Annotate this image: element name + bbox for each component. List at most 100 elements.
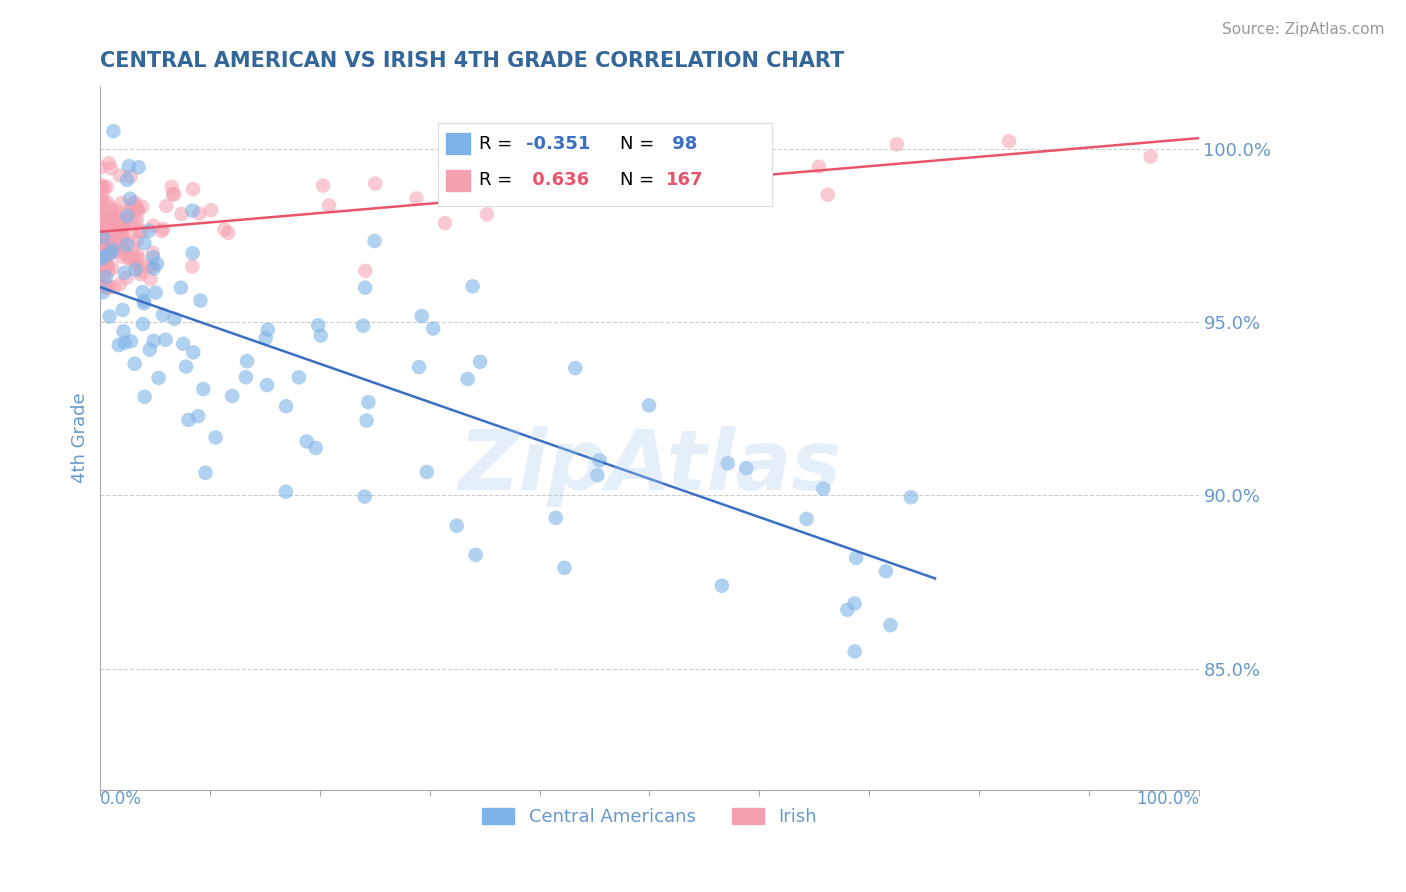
Point: [120, 169, 142, 184]
Point: [104, 229, 127, 244]
Point: [98, 245, 121, 260]
Point: [91, 248, 114, 262]
Point: [103, 280, 125, 294]
Point: [163, 187, 186, 202]
FancyBboxPatch shape: [437, 123, 772, 206]
Point: [879, 618, 901, 632]
Point: [124, 256, 146, 270]
Point: [998, 134, 1021, 148]
Text: ZipAtlas: ZipAtlas: [458, 425, 841, 507]
Text: 98: 98: [666, 135, 697, 153]
Point: [89, 161, 111, 175]
Point: [688, 188, 710, 202]
Point: [94, 244, 117, 259]
Point: [98, 200, 121, 214]
Point: [101, 230, 124, 244]
Point: [125, 247, 148, 261]
Text: -0.351: -0.351: [526, 135, 591, 153]
Point: [875, 564, 897, 578]
Point: [434, 149, 457, 163]
Point: [107, 338, 129, 352]
Point: [93, 229, 115, 244]
Point: [90, 195, 112, 210]
Point: [356, 414, 378, 428]
Point: [94, 263, 117, 277]
Point: [94, 240, 117, 254]
Point: [152, 222, 174, 236]
Point: [464, 548, 486, 562]
Point: [90, 218, 112, 232]
Point: [274, 484, 297, 499]
Point: [90, 231, 112, 245]
Bar: [446, 169, 471, 191]
Point: [93, 230, 115, 244]
Point: [155, 199, 177, 213]
Point: [274, 399, 297, 413]
Point: [111, 220, 134, 235]
Point: [318, 198, 340, 212]
Point: [307, 318, 329, 333]
Point: [118, 251, 141, 265]
Point: [103, 210, 125, 224]
Point: [96, 222, 118, 236]
Point: [710, 166, 733, 180]
Point: [813, 482, 835, 496]
Point: [142, 334, 165, 348]
Point: [844, 597, 866, 611]
Point: [98, 310, 121, 324]
Point: [111, 231, 134, 245]
Point: [96, 244, 118, 259]
Point: [94, 250, 117, 264]
Point: [188, 206, 211, 220]
Point: [405, 192, 427, 206]
Point: [90, 203, 112, 218]
Point: [204, 430, 226, 444]
Point: [131, 285, 153, 299]
Point: [94, 280, 117, 294]
Point: [90, 212, 112, 227]
Point: [101, 212, 124, 227]
Point: [416, 465, 439, 479]
Point: [162, 187, 184, 202]
Text: 100.0%: 100.0%: [1136, 790, 1199, 808]
Point: [170, 281, 193, 295]
Point: [900, 490, 922, 504]
Point: [146, 257, 169, 271]
Point: [544, 511, 567, 525]
Point: [93, 227, 115, 241]
Point: [93, 215, 115, 229]
Point: [475, 207, 498, 221]
Point: [132, 317, 155, 331]
Point: [128, 260, 150, 274]
Point: [120, 334, 142, 349]
Point: [90, 179, 112, 194]
Text: Source: ZipAtlas.com: Source: ZipAtlas.com: [1222, 22, 1385, 37]
Point: [97, 233, 120, 247]
Point: [235, 370, 257, 384]
Point: [136, 259, 159, 273]
Point: [121, 196, 143, 211]
Point: [94, 270, 117, 285]
Point: [115, 238, 138, 252]
Point: [96, 259, 118, 273]
Point: [112, 231, 135, 245]
Point: [96, 195, 118, 210]
Point: [127, 234, 149, 248]
Point: [138, 224, 160, 238]
Point: [844, 644, 866, 658]
Point: [312, 178, 335, 193]
Point: [181, 182, 204, 196]
Point: [90, 219, 112, 234]
Point: [93, 220, 115, 235]
Point: [111, 302, 134, 317]
Point: [90, 178, 112, 193]
Point: [124, 357, 146, 371]
Point: [128, 224, 150, 238]
Point: [108, 211, 131, 226]
Point: [114, 335, 136, 350]
Text: R =: R =: [479, 135, 519, 153]
Point: [91, 277, 114, 292]
Point: [408, 359, 430, 374]
Point: [111, 216, 134, 230]
Point: [97, 259, 120, 273]
